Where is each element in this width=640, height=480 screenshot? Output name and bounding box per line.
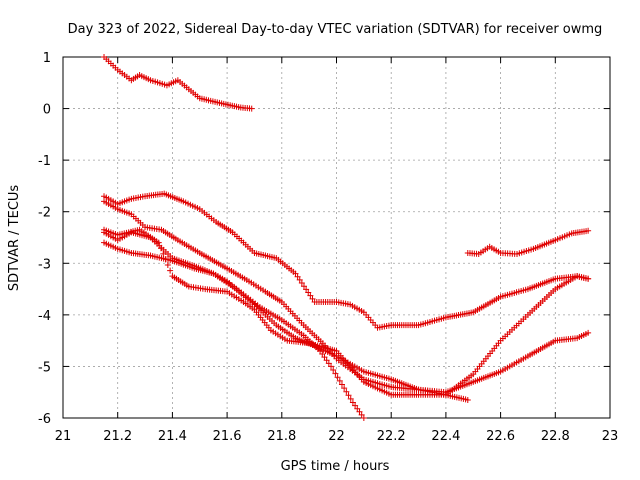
- data-point: [330, 367, 337, 374]
- series-sat-f: [101, 239, 367, 421]
- data-point: [334, 374, 341, 381]
- data-point: [248, 105, 255, 112]
- data-point: [345, 392, 352, 399]
- data-point: [296, 276, 303, 283]
- data-point: [167, 267, 174, 274]
- y-tick-label: 1: [43, 51, 51, 66]
- data-point: [164, 262, 171, 269]
- data-point: [300, 283, 307, 290]
- data-point: [305, 289, 312, 296]
- series-sat-d: [101, 198, 471, 403]
- data-point: [323, 357, 330, 364]
- x-tick-label: 22: [328, 429, 345, 444]
- tick-layer: 21 21.2 21.4 21.6 21.8 22 22.2 22.4 22.6 22.8 23 1 0…: [38, 51, 618, 444]
- data-point: [319, 351, 326, 358]
- x-axis-label: GPS time / hours: [281, 459, 390, 474]
- x-tick-label: 21.8: [267, 429, 296, 444]
- series-sat-a: [101, 54, 255, 112]
- data-point: [325, 360, 332, 367]
- x-tick-label: 22.8: [541, 429, 570, 444]
- data-point: [307, 292, 314, 299]
- data-point: [358, 411, 365, 418]
- series-layer: [101, 54, 592, 421]
- data-point: [360, 415, 367, 421]
- series-sat-c: [101, 190, 592, 331]
- data-point: [354, 405, 361, 412]
- series-sat-g: [101, 226, 592, 398]
- data-point: [162, 256, 169, 263]
- y-tick-label: -2: [38, 206, 51, 221]
- data-point: [155, 239, 162, 246]
- series-sat-b: [464, 227, 592, 258]
- data-point: [341, 385, 348, 392]
- x-tick-label: 22.2: [377, 429, 406, 444]
- grid-layer: [63, 57, 610, 418]
- y-tick-label: -4: [38, 309, 51, 324]
- data-point: [349, 399, 356, 406]
- data-point: [585, 227, 592, 234]
- data-point: [356, 408, 363, 415]
- y-tick-label: 0: [43, 103, 51, 118]
- data-point: [294, 273, 301, 280]
- x-tick-label: 21: [55, 429, 72, 444]
- data-point: [309, 295, 316, 302]
- data-point: [303, 286, 310, 293]
- data-point: [585, 329, 592, 336]
- x-tick-label: 22.4: [431, 429, 460, 444]
- x-tick-label: 21.2: [103, 429, 132, 444]
- y-axis-label: SDTVAR / TECUs: [7, 185, 22, 292]
- data-point: [352, 402, 359, 409]
- data-point: [292, 270, 299, 277]
- y-tick-label: -1: [38, 154, 51, 169]
- y-tick-label: -3: [38, 257, 51, 272]
- data-point: [464, 396, 471, 403]
- data-point: [347, 395, 354, 402]
- chart-title: Day 323 of 2022, Sidereal Day-to-day VTE…: [68, 22, 603, 37]
- data-point: [158, 245, 165, 252]
- x-tick-label: 21.6: [213, 429, 242, 444]
- x-tick-label: 21.4: [158, 429, 187, 444]
- data-point: [585, 275, 592, 282]
- y-tick-label: -5: [38, 360, 51, 375]
- data-point: [336, 377, 343, 384]
- data-point: [321, 354, 328, 361]
- x-tick-label: 22.6: [486, 429, 515, 444]
- y-tick-label: -6: [38, 412, 51, 427]
- data-point: [298, 280, 305, 287]
- data-point: [160, 250, 167, 257]
- data-point: [343, 388, 350, 395]
- data-point: [332, 370, 339, 377]
- data-point: [338, 381, 345, 388]
- data-point: [328, 363, 335, 370]
- x-tick-label: 23: [602, 429, 619, 444]
